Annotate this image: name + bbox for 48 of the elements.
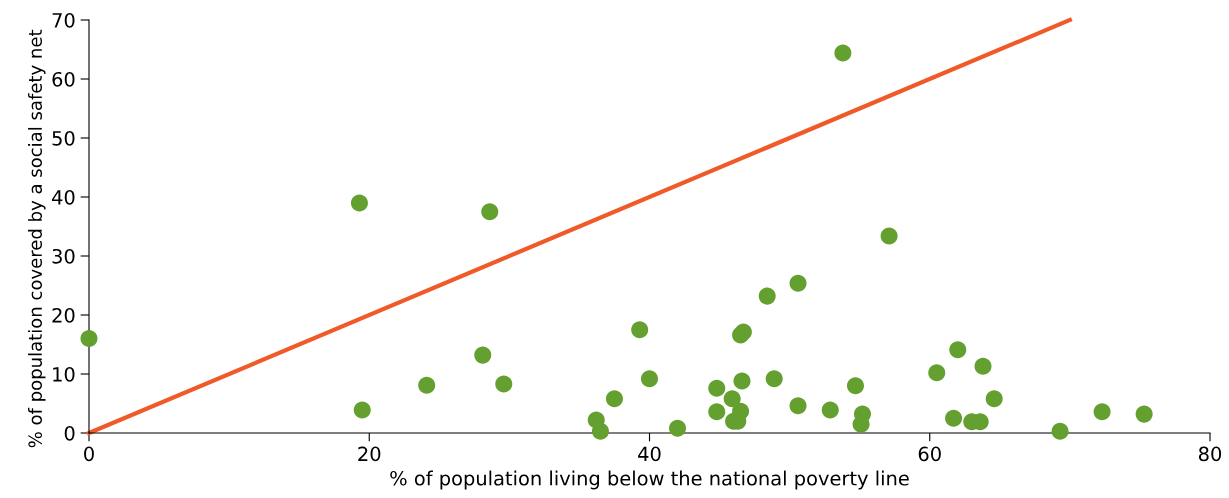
point	[418, 376, 436, 394]
point	[495, 375, 513, 393]
point	[350, 194, 368, 212]
x-tick-label: 0	[84, 446, 94, 462]
point	[1135, 405, 1153, 423]
point	[605, 390, 623, 408]
y-tick-label: 10	[53, 366, 75, 382]
y-tick-label: 60	[52, 71, 75, 87]
point	[949, 341, 967, 359]
point	[732, 402, 750, 420]
point	[789, 274, 807, 292]
point	[708, 379, 726, 397]
point	[708, 403, 726, 421]
point	[1093, 403, 1111, 421]
y-tick-label: 20	[52, 307, 75, 323]
point	[945, 409, 963, 427]
point	[591, 422, 609, 440]
x-tick-label: 20	[358, 446, 381, 462]
y-tick-label: 30	[52, 248, 75, 264]
x-tick-label: 40	[638, 446, 661, 462]
y-tick-label: 50	[52, 130, 75, 146]
point	[821, 401, 839, 419]
point	[733, 372, 751, 390]
y-tick-label: 0	[64, 425, 75, 441]
y-axis-title: % of population covered by a social safety net	[28, 29, 46, 448]
point	[631, 321, 649, 339]
point	[723, 390, 741, 408]
y-tick-label: 70	[52, 12, 75, 28]
point	[758, 287, 776, 305]
point	[474, 346, 492, 364]
x-axis-title: % of population living below the national poverty line	[390, 470, 909, 490]
x-tick-label: 80	[1198, 446, 1222, 462]
x-tick-label: 60	[918, 446, 941, 462]
point	[640, 370, 659, 388]
point	[974, 357, 992, 375]
point	[928, 364, 946, 382]
point	[80, 330, 98, 348]
point	[765, 370, 783, 388]
point	[880, 227, 898, 245]
point	[846, 377, 864, 395]
point	[985, 390, 1003, 408]
y-tick-label: 40	[52, 189, 75, 205]
point	[669, 419, 687, 437]
point	[789, 397, 807, 415]
point	[481, 203, 499, 221]
point	[353, 401, 371, 419]
point	[834, 44, 852, 62]
point	[1051, 422, 1069, 440]
